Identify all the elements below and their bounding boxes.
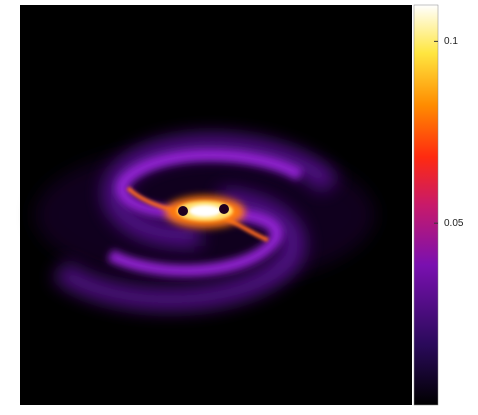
chart: 0.05 0.1 [0, 0, 478, 410]
colorbar [414, 5, 438, 405]
core-center [189, 205, 221, 217]
core-hole [219, 204, 229, 214]
page: {"chart_data": {"type": "heatmap", "colo… [0, 0, 478, 410]
colorbar-tick-label: 0.05 [444, 218, 464, 229]
colorbar-tick-label: 0.1 [444, 36, 458, 47]
heatmap-image [20, 5, 412, 405]
core-hole [178, 206, 188, 216]
